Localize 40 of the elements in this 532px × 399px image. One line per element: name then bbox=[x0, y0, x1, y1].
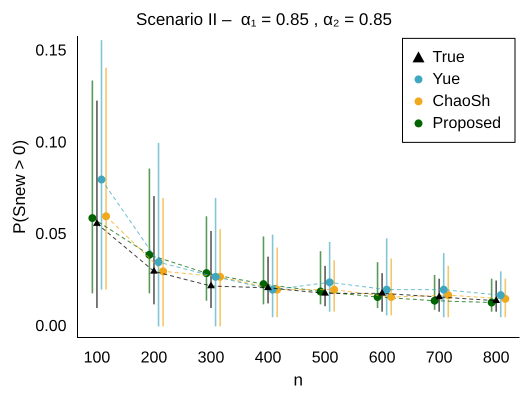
legend-label: True bbox=[432, 48, 465, 66]
legend-label: Proposed bbox=[432, 114, 502, 132]
x-tick-label: 600 bbox=[368, 349, 396, 366]
x-tick-label: 800 bbox=[482, 349, 510, 366]
point bbox=[440, 286, 448, 294]
x-tick-label: 500 bbox=[312, 349, 339, 366]
chart-title: Scenario II – α₁ = 0.85 , α₂ = 0.85 bbox=[136, 10, 392, 29]
point bbox=[207, 282, 215, 288]
x-tick-label: 100 bbox=[84, 349, 110, 366]
point bbox=[102, 212, 110, 220]
x-tick-label: 200 bbox=[140, 349, 168, 366]
x-tick-label: 400 bbox=[254, 349, 282, 366]
point bbox=[492, 296, 500, 303]
point bbox=[88, 214, 96, 222]
point bbox=[326, 278, 334, 286]
legend-label: Yue bbox=[432, 70, 460, 88]
point bbox=[145, 250, 154, 259]
x-tick-label: 300 bbox=[198, 349, 224, 366]
y-tick-label: 0.05 bbox=[35, 226, 67, 244]
y-tick-label: 0.00 bbox=[35, 318, 67, 335]
point bbox=[322, 289, 329, 296]
point bbox=[159, 267, 168, 276]
point bbox=[264, 284, 272, 290]
point bbox=[212, 272, 220, 281]
y-tick-label: 0.10 bbox=[35, 134, 67, 152]
point bbox=[93, 220, 100, 226]
point bbox=[436, 293, 443, 300]
point bbox=[382, 286, 391, 294]
point bbox=[496, 291, 505, 300]
x-axis-title: n bbox=[294, 370, 304, 390]
point bbox=[97, 176, 106, 184]
x-tick-label: 700 bbox=[426, 349, 453, 366]
point bbox=[330, 286, 338, 294]
point bbox=[378, 289, 386, 296]
point bbox=[387, 293, 396, 302]
y-axis-title: P(Snew > 0) bbox=[10, 140, 29, 234]
y-tick-label: 0.15 bbox=[35, 42, 67, 60]
point bbox=[150, 267, 158, 274]
point bbox=[154, 258, 163, 266]
legend-label: ChaoSh bbox=[432, 92, 490, 110]
